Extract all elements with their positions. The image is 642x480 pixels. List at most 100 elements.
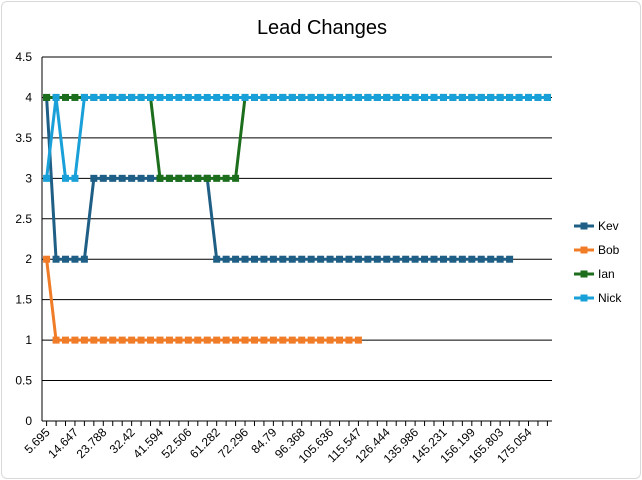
series-bob [43,255,362,344]
x-tick-label: 41.594 [130,425,166,461]
data-point [99,174,107,182]
data-point [71,255,79,263]
data-point [307,93,315,101]
data-point [184,174,192,182]
data-point [250,336,258,344]
data-point [269,336,277,344]
data-point [336,336,344,344]
data-point [175,336,183,344]
data-point [260,336,268,344]
data-point [439,255,447,263]
series-line [45,259,359,342]
data-point [241,93,249,101]
y-axis: 0 0.5 1 1.5 2 2.5 3 3.5 4 4.5 [15,50,43,428]
data-point [222,255,230,263]
data-point [307,336,315,344]
data-point [326,336,334,344]
data-point [175,93,183,101]
data-point [468,255,476,263]
legend-marker [580,270,588,278]
data-point [165,174,173,182]
data-point [345,93,353,101]
data-point [175,174,183,182]
data-point [109,93,117,101]
data-point [194,93,202,101]
chart-title: Lead Changes [257,17,387,39]
data-point [213,174,221,182]
series-nick [43,93,551,182]
data-point [118,336,126,344]
data-point [269,255,277,263]
data-point [203,174,211,182]
data-point [232,255,240,263]
data-point [458,93,466,101]
data-point [543,93,551,101]
data-point [61,336,69,344]
data-point [194,174,202,182]
data-point [298,255,306,263]
data-point [61,93,69,101]
data-point [487,93,495,101]
data-point [449,255,457,263]
x-axis: 5.69514.64723.78832.4241.59452.50661.282… [22,421,548,466]
data-point [80,93,88,101]
data-point [213,93,221,101]
series-kev [43,93,514,263]
data-point [430,255,438,263]
data-point [402,255,410,263]
data-point [43,255,51,263]
data-point [458,255,466,263]
data-point [392,93,400,101]
data-point [506,255,514,263]
x-tick-label: 72.296 [215,425,251,461]
data-point [279,255,287,263]
legend-marker [580,246,588,254]
data-point [525,93,533,101]
legend-marker [580,294,588,302]
data-point [222,336,230,344]
data-point [430,93,438,101]
legend-label: Kev [598,219,619,233]
data-point [260,255,268,263]
data-point [373,255,381,263]
data-point [373,93,381,101]
data-point [213,336,221,344]
data-point [147,336,155,344]
data-point [269,93,277,101]
data-point [156,174,164,182]
data-point [496,255,504,263]
data-point [515,93,523,101]
x-tick-label: 14.647 [45,425,81,461]
data-point [203,93,211,101]
y-tick-label: 0.5 [15,374,32,388]
y-tick-label: 4.5 [15,50,32,64]
data-point [118,174,126,182]
data-point [260,93,268,101]
data-point [52,255,60,263]
data-point [194,336,202,344]
data-point [203,336,211,344]
y-tick-label: 2 [25,252,32,266]
data-point [449,93,457,101]
data-point [411,255,419,263]
data-point [279,93,287,101]
data-point [411,93,419,101]
data-point [80,336,88,344]
data-point [61,255,69,263]
data-point [336,93,344,101]
x-tick-label: 52.506 [159,425,195,461]
data-point [477,93,485,101]
data-point [184,93,192,101]
data-point [250,93,258,101]
data-point [402,93,410,101]
data-point [383,93,391,101]
data-point [43,93,51,101]
x-tick-label: 61.282 [187,425,223,461]
data-point [241,255,249,263]
data-point [156,93,164,101]
data-point [52,93,60,101]
data-point [496,93,504,101]
data-point [80,255,88,263]
data-point [288,93,296,101]
